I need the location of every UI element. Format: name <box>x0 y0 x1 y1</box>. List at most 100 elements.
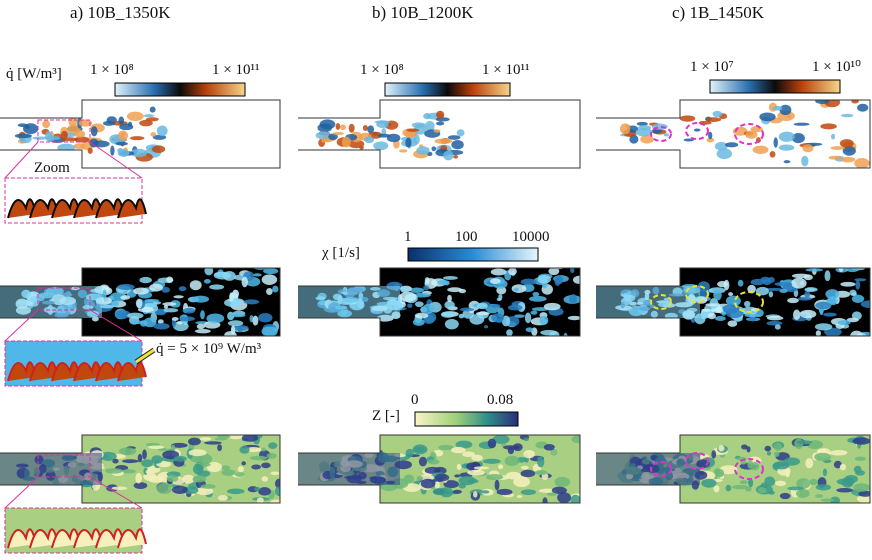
eddy <box>130 148 148 158</box>
eddy <box>60 130 68 140</box>
eddy <box>705 117 722 122</box>
eddy <box>252 315 259 326</box>
eddy <box>503 445 520 450</box>
eddy <box>153 323 170 330</box>
eddy <box>68 116 78 127</box>
wall <box>596 267 871 337</box>
colorbar-tick: 1 × 10⁸ <box>360 62 404 78</box>
eddy <box>443 150 454 161</box>
field <box>14 106 168 162</box>
field <box>298 435 580 503</box>
colorbar <box>414 411 519 427</box>
eddy <box>17 123 28 128</box>
eddy <box>557 492 572 503</box>
eddy <box>741 444 748 450</box>
eddy <box>141 459 154 468</box>
eddy <box>321 137 327 143</box>
eddy <box>482 458 501 464</box>
eddy <box>563 332 568 336</box>
colorbar-tick: 1 × 10¹¹ <box>212 62 259 78</box>
eddy <box>708 131 713 140</box>
eddy <box>838 268 844 273</box>
eddy <box>270 471 280 476</box>
eddy <box>447 294 452 303</box>
eddy <box>226 488 245 495</box>
eddy <box>830 449 848 456</box>
eddy <box>745 130 758 139</box>
eddy <box>773 137 778 148</box>
eddy <box>779 288 788 294</box>
eddy <box>144 298 160 303</box>
eddy <box>73 143 86 150</box>
eddy <box>638 125 652 131</box>
eddy <box>723 279 730 291</box>
eddy <box>554 476 571 487</box>
eddy <box>229 292 234 303</box>
eddy <box>820 498 835 502</box>
eddy <box>532 291 540 297</box>
eddy <box>328 133 338 141</box>
eddy <box>420 478 436 489</box>
eddy <box>118 447 137 456</box>
eddy <box>793 122 810 126</box>
eddy <box>412 292 431 298</box>
eddy <box>739 480 748 484</box>
eddy <box>534 470 548 475</box>
jet <box>0 453 102 485</box>
eddy <box>462 451 475 458</box>
colorbar-tick: 1 × 10¹⁰ <box>812 59 861 75</box>
jet <box>298 286 400 318</box>
eddy <box>234 472 245 478</box>
eddy <box>117 130 129 141</box>
eddy <box>437 280 450 285</box>
eddy <box>253 273 262 277</box>
eddy <box>32 136 49 140</box>
eddy <box>142 449 147 460</box>
eddy <box>640 135 654 144</box>
zoom-flame <box>117 361 147 382</box>
eddy <box>187 437 201 446</box>
wall <box>596 434 871 504</box>
zoom-flame <box>7 198 37 219</box>
eddy <box>744 300 751 308</box>
eddy <box>178 286 187 292</box>
colorbar-tick: 1 × 10¹¹ <box>482 62 529 78</box>
eddy <box>424 277 430 285</box>
eddy <box>571 435 580 444</box>
eddy <box>679 115 696 122</box>
eddy <box>791 277 807 289</box>
zoom-flame <box>117 528 147 549</box>
eddy <box>227 320 244 327</box>
eddy <box>507 304 523 311</box>
eddy <box>418 456 428 467</box>
eddy <box>804 287 818 292</box>
eddy <box>260 447 266 452</box>
zoom-flame <box>95 361 125 382</box>
eddy <box>774 324 781 330</box>
eddy <box>150 132 157 137</box>
eddy <box>857 103 869 112</box>
eddy <box>199 437 212 441</box>
eddy <box>162 302 177 306</box>
wall <box>298 99 581 169</box>
eddy <box>814 452 831 462</box>
eddy <box>224 298 241 308</box>
eddy <box>793 309 801 320</box>
eddy <box>241 435 259 442</box>
eddy <box>143 114 155 118</box>
colorbar <box>384 82 511 97</box>
highlight <box>685 452 709 470</box>
eddy <box>261 462 271 469</box>
eddy <box>261 476 269 482</box>
zoom-flame <box>7 361 37 382</box>
eddy <box>476 302 488 310</box>
eddy <box>409 287 424 293</box>
eddy <box>842 146 856 156</box>
eddy <box>118 116 125 125</box>
eddy <box>400 286 409 293</box>
eddy <box>424 466 441 474</box>
eddy <box>850 330 864 336</box>
eddy <box>473 491 478 498</box>
highlight <box>734 291 764 313</box>
domain <box>0 100 280 168</box>
